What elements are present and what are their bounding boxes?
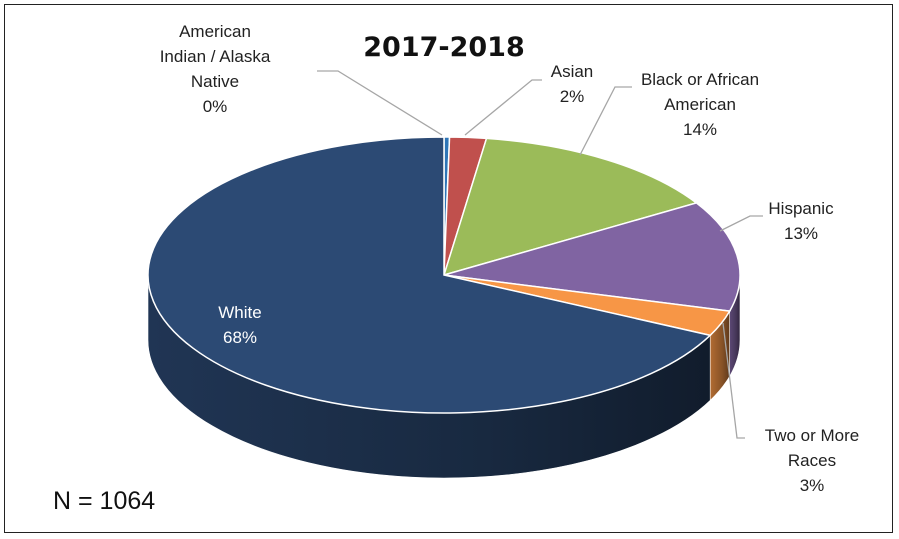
slice-white bbox=[147, 136, 712, 414]
leader-line-asian bbox=[464, 79, 542, 136]
sample-size-note: N = 1064 bbox=[53, 487, 155, 515]
slice-label-asian: Asian bbox=[551, 62, 594, 81]
slice-label-two-or-more-races: Races bbox=[788, 451, 836, 470]
slice-label-pct-american-indian-alaska-native: 0% bbox=[203, 97, 228, 116]
chart-frame: American Indian / Alaska Native 0% Asian 2% Bl… bbox=[4, 4, 893, 533]
leader-line-black-or-african-american bbox=[579, 86, 632, 156]
slice-label-hispanic: Hispanic bbox=[768, 199, 834, 218]
leader-line-two-or-more-races bbox=[722, 322, 745, 439]
slice-labels: American Indian / Alaska Native 0% Asian 2% Bl… bbox=[160, 22, 860, 495]
leader-lines bbox=[317, 70, 763, 439]
slice-label-black-or-african-american: Black or African bbox=[641, 70, 759, 89]
slice-label-pct-asian: 2% bbox=[560, 87, 585, 106]
slice-label-white: White bbox=[218, 303, 261, 322]
slice-label-american-indian-alaska-native: American bbox=[179, 22, 251, 41]
slice-label-pct-hispanic: 13% bbox=[784, 224, 818, 243]
slice-label-two-or-more-races: Two or More bbox=[765, 426, 859, 445]
slice-label-american-indian-alaska-native: Indian / Alaska bbox=[160, 47, 271, 66]
leader-line-american-indian-alaska-native bbox=[317, 70, 443, 136]
slice-label-pct-black-or-african-american: 14% bbox=[683, 120, 717, 139]
slice-label-pct-two-or-more-races: 3% bbox=[800, 476, 825, 495]
chart-title: 2017-2018 bbox=[363, 32, 525, 63]
slice-label-american-indian-alaska-native: Native bbox=[191, 72, 239, 91]
slice-label-black-or-african-american: American bbox=[664, 95, 736, 114]
slice-black-or-african-american bbox=[442, 137, 699, 277]
leader-line-hispanic bbox=[719, 215, 763, 232]
pie-top-layer bbox=[147, 136, 741, 414]
pie-chart: American Indian / Alaska Native 0% Asian 2% Bl… bbox=[53, 22, 860, 515]
slice-label-pct-white: 68% bbox=[223, 328, 257, 347]
